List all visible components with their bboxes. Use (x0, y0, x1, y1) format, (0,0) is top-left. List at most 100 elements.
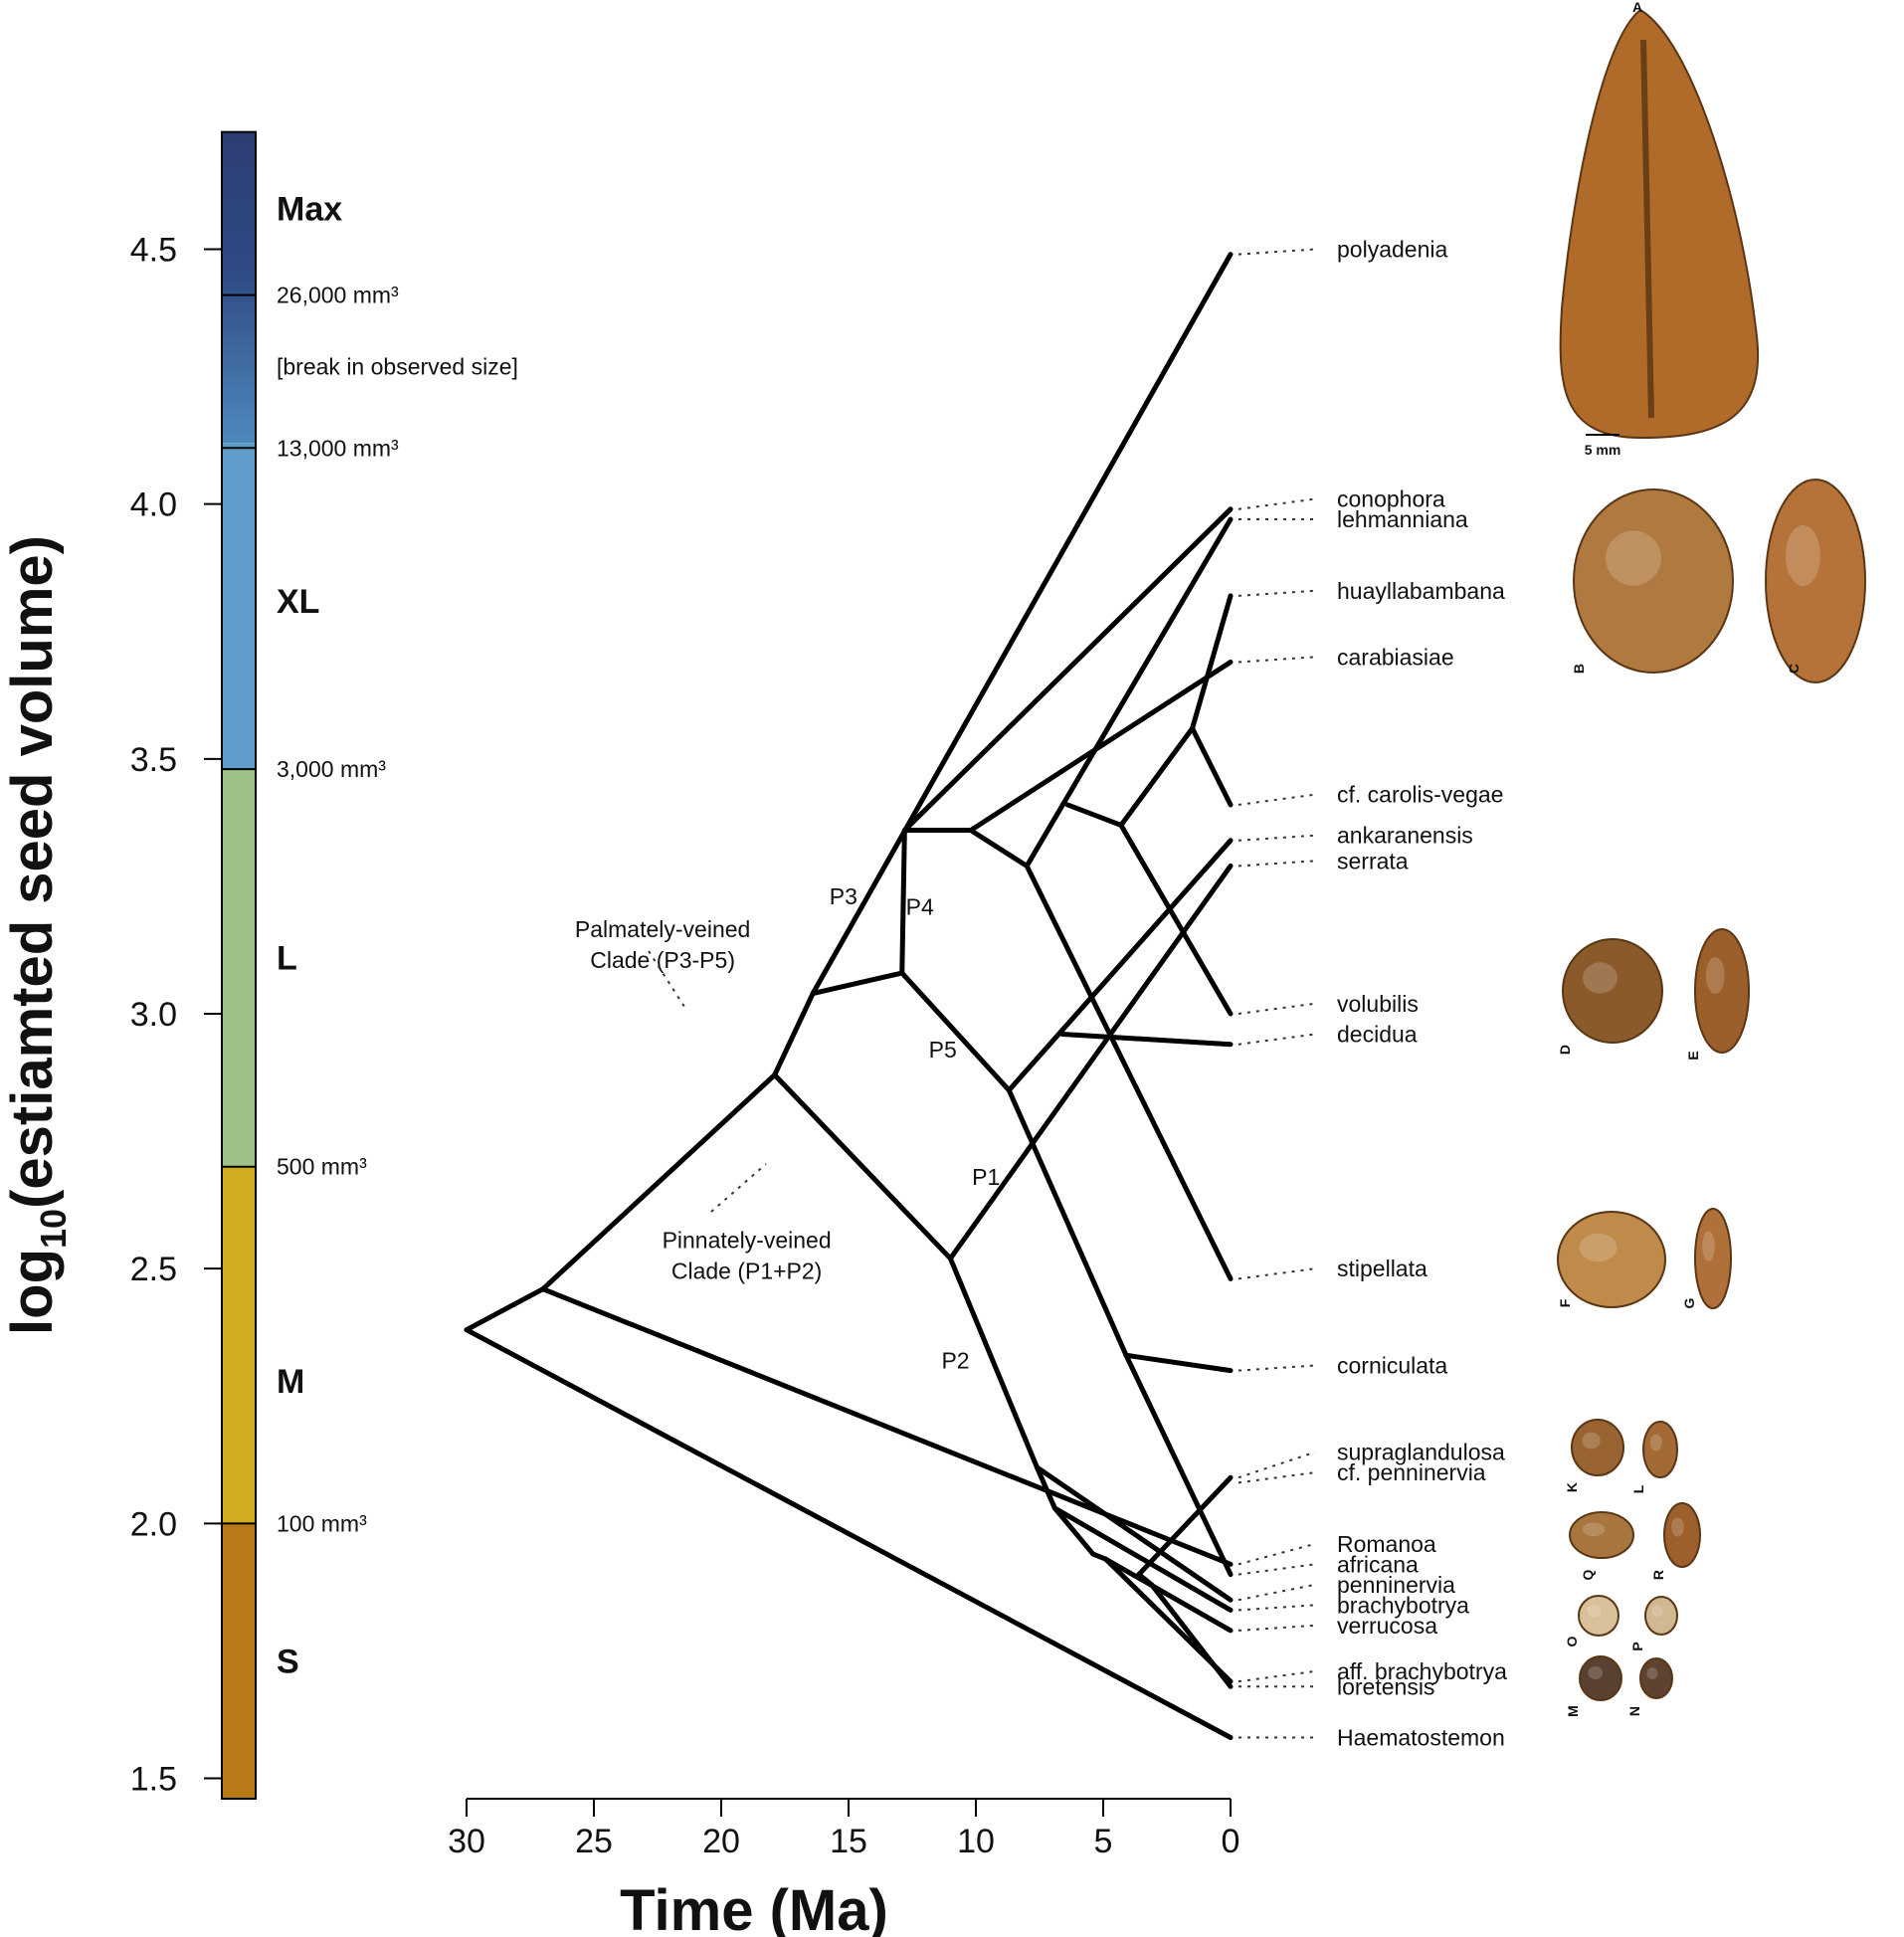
y-tick-label: 4.5 (130, 232, 177, 270)
y-tick-label: 2.5 (130, 1251, 177, 1288)
size-class-max: Max (277, 191, 342, 229)
tip-label-supraglandulosa: supraglandulosa (1337, 1440, 1505, 1465)
clade-annotation-line: Clade (P1+P2) (671, 1259, 823, 1284)
branch (1024, 516, 1234, 869)
seed-image-r (1663, 1502, 1701, 1568)
y-axis: 4.5 4.0 3.5 3.0 2.5 2.0 1.5 (130, 232, 222, 1799)
scale-bar-label: 5 mm (1585, 442, 1621, 458)
seed-image-a (1559, 8, 1760, 440)
seed-highlight (1583, 962, 1618, 994)
branch (1118, 822, 1234, 1017)
tip-leader (1238, 1471, 1316, 1484)
volume-threshold-label: 100 mm³ (277, 1510, 367, 1536)
seed-image-c (1765, 479, 1866, 683)
branch (540, 1071, 778, 1292)
clade-label-p5: P5 (929, 1037, 957, 1063)
tip-leader (1238, 589, 1316, 597)
x-tick-label: 20 (702, 1823, 740, 1860)
branch (464, 1286, 546, 1333)
tip-leader (1238, 1002, 1316, 1015)
size-band-max (222, 131, 256, 444)
tip-label-huayllabambana: huayllabambana (1337, 578, 1505, 604)
tip-label-decidua: decidua (1337, 1021, 1418, 1047)
branch (901, 506, 1234, 834)
seed-highlight (1646, 1667, 1658, 1679)
seed-highlight (1705, 956, 1725, 995)
y-tick-label: 2.0 (130, 1505, 177, 1543)
seed-image-l (1642, 1421, 1678, 1478)
branch (1190, 725, 1234, 808)
seed-letter-o: O (1564, 1636, 1580, 1646)
y-tick-label: 1.5 (130, 1761, 177, 1799)
branch (1051, 1505, 1096, 1557)
tip-leader-lines (1238, 248, 1316, 1739)
y-tick-label: 3.0 (130, 996, 177, 1034)
seed-highlight (1582, 1522, 1606, 1537)
tip-leader (1238, 1451, 1316, 1479)
volume-threshold-label: 500 mm³ (277, 1154, 367, 1180)
seed-letter-e: E (1685, 1051, 1701, 1060)
seed-highlight (1582, 1432, 1601, 1450)
tip-label-conophora: conophora (1337, 486, 1445, 512)
tip-label-ankaranensis: ankaranensis (1337, 823, 1473, 849)
tip-leader (1238, 1604, 1316, 1612)
seed-image-f (1557, 1211, 1666, 1308)
branch (1149, 1582, 1234, 1689)
branch (1051, 1505, 1234, 1613)
tip-label-loretensis: loretensis (1337, 1673, 1434, 1699)
size-band-l (222, 769, 256, 1167)
seed-letter-k: K (1564, 1482, 1580, 1492)
branch (1006, 1087, 1129, 1358)
x-tick-label: 30 (448, 1823, 485, 1860)
seed-photographs: A 5 mm B C D E F G K L Q R O P M N (1557, 0, 1866, 1717)
volume-threshold-label: 13,000 mm³ (277, 435, 399, 461)
tip-leader (1238, 1624, 1316, 1632)
clade-annotation-line: Pinnately-veined (663, 1228, 832, 1254)
branch (1006, 838, 1234, 1093)
branch (810, 970, 905, 997)
x-tick-label: 5 (1094, 1823, 1113, 1860)
branch (1123, 1352, 1234, 1374)
x-tick-label: 15 (830, 1823, 867, 1860)
seed-image-b (1573, 488, 1734, 674)
branch (772, 1071, 953, 1261)
size-band-m (222, 1166, 256, 1524)
tip-leader (1238, 1669, 1316, 1683)
seed-letter-q: Q (1580, 1569, 1596, 1580)
tip-leader (1238, 248, 1316, 256)
size-class-s: S (277, 1644, 299, 1681)
seed-highlight (1606, 530, 1661, 586)
y-tick-label: 4.0 (130, 486, 177, 524)
tip-label-polyadenia: polyadenia (1337, 237, 1447, 263)
tip-label-volubilis: volubilis (1337, 991, 1419, 1017)
tip-leader (1238, 1563, 1316, 1576)
seed-highlight (1651, 1605, 1663, 1617)
volume-threshold-label: [break in observed size] (277, 353, 518, 379)
seed-letter-n: N (1626, 1706, 1642, 1716)
tip-leader (1238, 497, 1316, 510)
branch (1123, 1352, 1234, 1578)
tip-leader (1238, 656, 1316, 664)
annotation-leader (648, 950, 687, 1011)
seed-letter-g: G (1681, 1297, 1697, 1308)
seed-letter-c: C (1786, 664, 1802, 674)
seed-highlight (1587, 1605, 1601, 1617)
clade-label-p2: P2 (941, 1347, 969, 1373)
clade-labels: P3 P4 P5 P1 P2 Palmately-veined Clade (P3-P5) P… (575, 883, 1000, 1373)
seed-highlight (1786, 524, 1820, 587)
tip-label-carabiasiae: carabiasiae (1337, 644, 1454, 670)
volume-threshold-label: 26,000 mm³ (277, 283, 399, 308)
x-tick-label: 10 (957, 1823, 995, 1860)
tip-leader (1238, 860, 1316, 868)
seed-image-n (1639, 1657, 1673, 1699)
branch (1103, 1556, 1234, 1634)
branch (899, 828, 907, 976)
branch (464, 1327, 1234, 1741)
branch (947, 863, 1234, 1261)
branch (968, 828, 1030, 869)
seed-image-p (1644, 1596, 1678, 1636)
size-band-xl (222, 443, 256, 770)
branch (1136, 1572, 1155, 1588)
seed-highlight (1588, 1665, 1604, 1680)
